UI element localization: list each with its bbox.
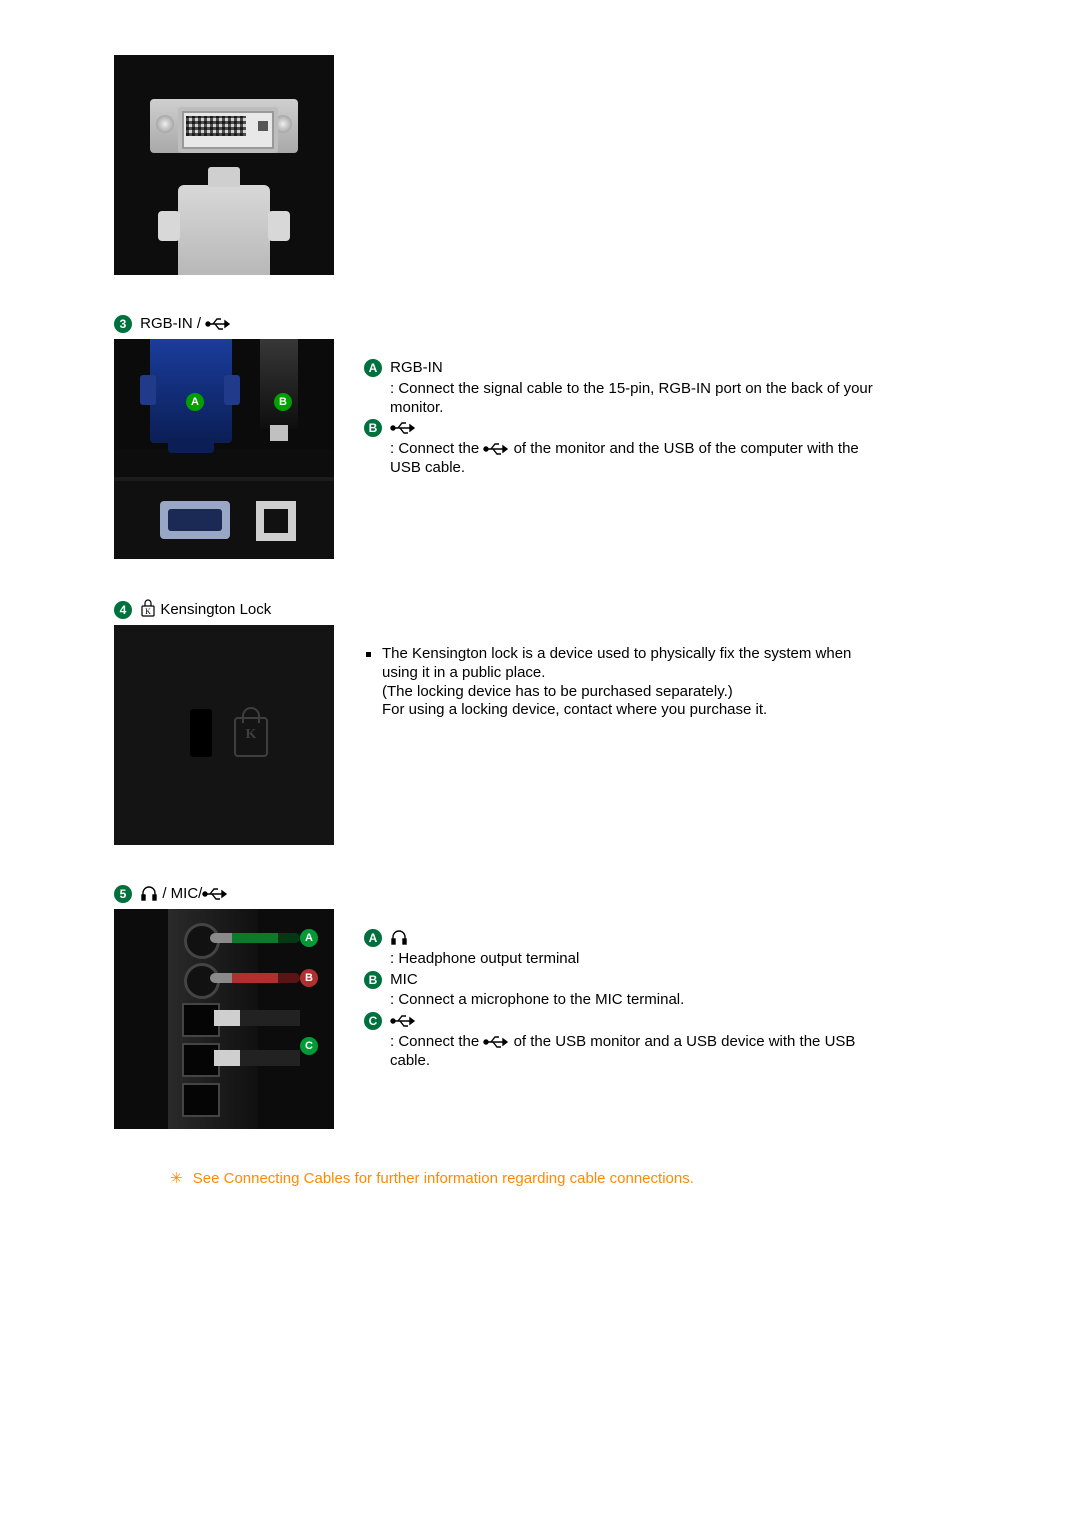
desc-3B-body: : Connect the of the monitor and the USB… [364, 440, 884, 478]
section-3: 3 RGB-IN / A B A RGB-IN [114, 315, 1080, 559]
section-3-title-pre: RGB-IN / [136, 315, 205, 332]
desc-4-body3: For using a locking device, contact wher… [382, 701, 767, 718]
photo-rgb-usb: A B [114, 339, 334, 559]
photo-marker-A: A [300, 929, 318, 947]
photo-marker-B: B [274, 393, 292, 411]
usb-icon [205, 317, 231, 331]
desc-3A-head: RGB-IN [386, 359, 443, 376]
photo-audio-usb: A B C [114, 909, 334, 1129]
section-3-desc: A RGB-IN : Connect the signal cable to t… [364, 339, 884, 480]
usb-icon [483, 1035, 509, 1049]
photo-marker-B: B [300, 969, 318, 987]
badge-B: B [364, 971, 382, 989]
kensington-icon: K [140, 599, 156, 617]
usb-icon [390, 1014, 416, 1028]
footnote-link[interactable]: Connecting Cables [224, 1170, 351, 1187]
headphone-icon [140, 885, 158, 901]
desc-5B-head: MIC [386, 971, 418, 988]
section-3-header: 3 RGB-IN / [114, 315, 1080, 333]
usb-icon [390, 421, 416, 435]
section-4-desc: The Kensington lock is a device used to … [364, 625, 884, 722]
photo-marker-A: A [186, 393, 204, 411]
usb-icon [483, 442, 509, 456]
desc-4-body2: (The locking device has to be purchased … [382, 683, 733, 700]
photo-marker-C: C [300, 1037, 318, 1055]
section-5-header: 5 / MIC/ [114, 885, 1080, 903]
badge-4: 4 [114, 601, 132, 619]
badge-A: A [364, 359, 382, 377]
page: 3 RGB-IN / A B A RGB-IN [0, 0, 1080, 1247]
badge-C: C [364, 1012, 382, 1030]
section-dvi-image [114, 55, 1080, 275]
desc-5B-body: : Connect a microphone to the MIC termin… [364, 991, 884, 1010]
usb-icon [202, 887, 228, 901]
desc-5C-body: : Connect the of the USB monitor and a U… [364, 1033, 884, 1071]
section-5-title-mid: / MIC/ [158, 885, 202, 902]
badge-3: 3 [114, 315, 132, 333]
section-5-desc: A : Headphone output terminal B MIC : Co… [364, 909, 884, 1072]
section-4: 4 K Kensington Lock The Kensington lock … [114, 599, 1080, 845]
section-4-header: 4 K Kensington Lock [114, 599, 1080, 619]
footnote-post: for further information regarding cable … [350, 1170, 694, 1187]
section-4-title: Kensington Lock [156, 601, 271, 618]
desc-5A-body: : Headphone output terminal [364, 950, 884, 969]
badge-A: A [364, 929, 382, 947]
badge-B: B [364, 419, 382, 437]
footnote-mark: ✳ [170, 1170, 183, 1187]
photo-kensington [114, 625, 334, 845]
section-5: 5 / MIC/ A B C A [114, 885, 1080, 1129]
photo-dvi-port [114, 55, 334, 275]
desc-4-body1: The Kensington lock is a device used to … [382, 645, 851, 681]
footnote-pre: See [193, 1170, 224, 1187]
desc-3A-body: : Connect the signal cable to the 15-pin… [364, 380, 884, 418]
headphone-icon [390, 929, 408, 945]
svg-text:K: K [145, 607, 151, 616]
badge-5: 5 [114, 885, 132, 903]
footnote: ✳ See Connecting Cables for further info… [170, 1169, 1080, 1187]
